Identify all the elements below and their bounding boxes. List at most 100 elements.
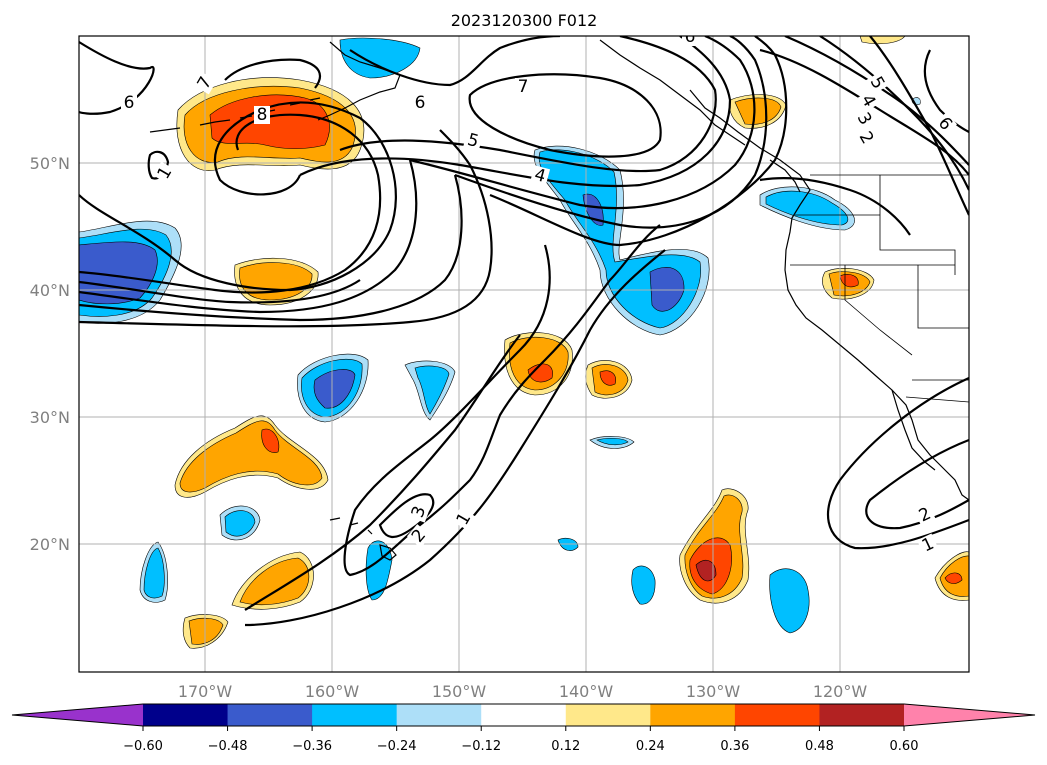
contour-label-bg	[515, 78, 531, 96]
colorbar-segment	[734, 704, 820, 726]
lon-tick-label: 140°W	[559, 682, 614, 701]
colorbar: −0.60 −0.48 −0.36 −0.24 −0.12 0.12 0.24 0.36 0.4…	[11, 703, 1036, 754]
colorbar-tick-label: 0.48	[805, 739, 834, 754]
contour-label: 6	[685, 27, 696, 47]
shade-patch	[769, 568, 810, 634]
colorbar-segment	[396, 704, 482, 726]
contour-label-bg	[856, 89, 880, 113]
contour-line	[349, 36, 561, 87]
contour-line	[339, 36, 717, 173]
shade-patch	[527, 363, 553, 383]
colorbar-tick-label: 0.60	[890, 739, 919, 754]
contour-label-bg	[452, 507, 476, 531]
lat-tick-label: 40°N	[30, 281, 70, 300]
lat-tick-label: 20°N	[30, 535, 70, 554]
shade-patch	[414, 365, 450, 415]
state-borders	[790, 174, 969, 403]
contour-label: 7	[518, 77, 529, 97]
colorbar-tick-label: 0.24	[636, 739, 665, 754]
map-frame	[78, 35, 970, 673]
contour-line	[244, 334, 521, 611]
contour-label: 6	[415, 93, 426, 113]
shade-patch	[339, 37, 421, 79]
shade-patch	[582, 193, 604, 226]
colorbar-tick-label: −0.60	[123, 739, 163, 754]
colorbar-segment	[143, 704, 229, 726]
longitude-labels: 170°W 160°W 150°W 140°W 130°W 120°W	[178, 682, 868, 701]
contour-label-bg	[913, 503, 937, 527]
contour-label-bg	[916, 533, 940, 557]
border-nv-ut	[917, 265, 969, 329]
lon-tick-label: 120°W	[813, 682, 868, 701]
contour-line	[224, 58, 322, 89]
colorbar-extend-max	[904, 704, 1035, 726]
coastline-baja	[891, 389, 936, 471]
lon-tick-label: 170°W	[178, 682, 233, 701]
contour-label-bg	[254, 106, 270, 124]
contour-label-bg	[193, 71, 217, 95]
contour-line	[468, 73, 662, 158]
coastline-panhandle	[599, 39, 746, 146]
coastline-vancouver	[769, 159, 801, 193]
lat-tick-label: 30°N	[30, 408, 70, 427]
colorbar-tick-label: −0.12	[461, 739, 501, 754]
colorbar-tick-label: 0.12	[551, 739, 580, 754]
colorbar-tick-label: −0.36	[292, 739, 332, 754]
contour-label-bg	[412, 94, 428, 112]
colorbar-segment	[312, 704, 398, 726]
border-id	[879, 175, 956, 275]
colorbar-ticks: −0.60 −0.48 −0.36 −0.24 −0.12 0.12 0.24 0.36 0.4…	[123, 726, 918, 754]
contour-label-bg	[854, 126, 878, 150]
coastline-north-america	[689, 89, 969, 501]
latitude-labels: 50°N 40°N 30°N 20°N	[30, 154, 70, 554]
contour-line	[79, 159, 418, 314]
contour-line	[244, 249, 666, 627]
lon-tick-label: 160°W	[305, 682, 360, 701]
contour-label: 5	[465, 130, 481, 152]
shade-patch	[765, 190, 849, 226]
shade-patch	[599, 370, 616, 386]
shade-patch	[188, 617, 224, 645]
contour-line	[79, 41, 155, 115]
contour-label-bg	[121, 94, 137, 112]
contour-label-bg	[407, 501, 431, 523]
border-mexico	[905, 396, 969, 403]
colorbar-segment	[481, 704, 567, 726]
contour-line	[378, 493, 435, 538]
shade-patch	[839, 274, 859, 288]
contour-line	[79, 174, 463, 322]
contour-label-bg	[529, 165, 551, 187]
shade-patch	[695, 559, 717, 582]
shade-patch	[596, 437, 629, 446]
shade-patch	[239, 557, 310, 606]
contour-label-bg	[865, 71, 889, 95]
contour-line	[865, 438, 969, 530]
contour-line	[79, 279, 361, 304]
colorbar-segment	[650, 704, 736, 726]
lat-tick-label: 50°N	[30, 154, 70, 173]
colorbar-segment	[227, 704, 313, 726]
map-title: 2023120300 F012	[451, 11, 598, 30]
contour-line	[923, 49, 969, 133]
lon-tick-label: 130°W	[686, 682, 741, 701]
lon-tick-label: 150°W	[432, 682, 487, 701]
contour-line	[299, 36, 732, 188]
shade-patch	[631, 565, 656, 605]
colorbar-segment	[819, 704, 905, 726]
contour-label-bg	[682, 36, 698, 46]
shade-patch	[79, 241, 158, 305]
contour-line	[819, 36, 969, 191]
contour-label-bg	[852, 107, 876, 131]
shade-patch	[734, 97, 782, 125]
contour-line	[79, 101, 397, 292]
contour-lines	[79, 36, 969, 627]
colorbar-tick-label: −0.48	[208, 739, 248, 754]
contour-label-bg	[462, 130, 484, 152]
contour-label: 8	[257, 105, 268, 125]
colorbar-extend-min	[12, 704, 143, 726]
coastline-hawaii	[329, 517, 397, 561]
colorbar-segment	[565, 704, 651, 726]
